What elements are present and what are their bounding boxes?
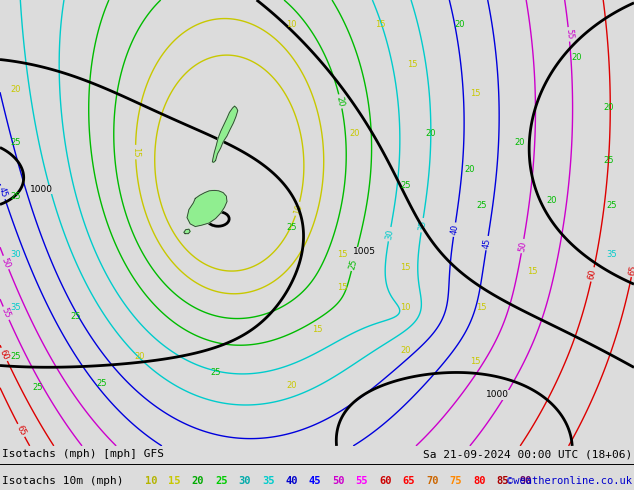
Text: 15: 15 bbox=[407, 60, 417, 69]
Text: 20: 20 bbox=[547, 196, 557, 205]
Text: 65: 65 bbox=[403, 476, 415, 487]
Text: 30: 30 bbox=[238, 476, 251, 487]
Text: 40: 40 bbox=[285, 476, 298, 487]
Text: 35: 35 bbox=[417, 219, 427, 231]
Text: 25: 25 bbox=[11, 138, 21, 147]
Text: 15: 15 bbox=[312, 325, 322, 335]
Text: 80: 80 bbox=[473, 476, 486, 487]
Text: 15: 15 bbox=[477, 303, 487, 312]
Text: 20: 20 bbox=[401, 345, 411, 355]
Text: 20: 20 bbox=[335, 96, 346, 107]
Text: 20: 20 bbox=[134, 352, 145, 361]
Text: 35: 35 bbox=[11, 303, 21, 312]
Text: 30: 30 bbox=[11, 250, 21, 259]
Text: 45: 45 bbox=[0, 186, 9, 199]
Text: 15: 15 bbox=[168, 476, 181, 487]
Text: 45: 45 bbox=[482, 237, 493, 249]
Text: 20: 20 bbox=[455, 20, 465, 29]
Text: 25: 25 bbox=[11, 192, 21, 201]
Text: 25: 25 bbox=[33, 384, 43, 392]
Text: 15: 15 bbox=[470, 357, 481, 366]
Text: 20: 20 bbox=[191, 476, 204, 487]
Text: 10: 10 bbox=[145, 476, 157, 487]
Text: 25: 25 bbox=[607, 200, 617, 210]
Text: 25: 25 bbox=[604, 156, 614, 165]
Text: 60: 60 bbox=[379, 476, 392, 487]
Text: 20: 20 bbox=[426, 129, 436, 138]
Text: Sa 21-09-2024 00:00 UTC (18+06): Sa 21-09-2024 00:00 UTC (18+06) bbox=[423, 449, 632, 460]
Text: 1000: 1000 bbox=[30, 185, 53, 194]
Text: Isotachs 10m (mph): Isotachs 10m (mph) bbox=[2, 476, 124, 487]
Text: 55: 55 bbox=[356, 476, 368, 487]
Text: 65: 65 bbox=[628, 264, 634, 276]
Text: 25: 25 bbox=[210, 368, 221, 377]
Text: 25: 25 bbox=[401, 180, 411, 190]
Text: 60: 60 bbox=[0, 348, 11, 361]
Text: 50: 50 bbox=[517, 240, 528, 252]
Text: 15: 15 bbox=[131, 147, 140, 157]
Polygon shape bbox=[212, 106, 238, 162]
Text: 25: 25 bbox=[477, 200, 487, 210]
Text: 20: 20 bbox=[515, 138, 525, 147]
Text: 20: 20 bbox=[464, 165, 474, 174]
Text: 60: 60 bbox=[587, 268, 598, 281]
Text: 25: 25 bbox=[215, 476, 228, 487]
Text: 55: 55 bbox=[564, 28, 574, 40]
Text: 30: 30 bbox=[384, 228, 395, 240]
Text: 35: 35 bbox=[607, 250, 617, 259]
Text: ©weatheronline.co.uk: ©weatheronline.co.uk bbox=[507, 476, 632, 487]
Text: 75: 75 bbox=[450, 476, 462, 487]
Text: 25: 25 bbox=[287, 223, 297, 232]
Text: 10: 10 bbox=[401, 303, 411, 312]
Text: 15: 15 bbox=[337, 283, 347, 292]
Polygon shape bbox=[187, 191, 227, 226]
Text: 20: 20 bbox=[350, 129, 360, 138]
Text: 45: 45 bbox=[309, 476, 321, 487]
Text: 1005: 1005 bbox=[353, 247, 376, 256]
Text: 20: 20 bbox=[11, 85, 21, 94]
Text: 50: 50 bbox=[0, 256, 12, 269]
Text: 25: 25 bbox=[71, 312, 81, 321]
Text: 35: 35 bbox=[262, 476, 275, 487]
Text: 15: 15 bbox=[375, 20, 385, 29]
Text: 10: 10 bbox=[292, 202, 304, 215]
Text: 15: 15 bbox=[527, 268, 538, 276]
Text: 90: 90 bbox=[520, 476, 533, 487]
Text: 1000: 1000 bbox=[486, 390, 509, 399]
Text: 85: 85 bbox=[496, 476, 509, 487]
Text: 15: 15 bbox=[401, 263, 411, 272]
Text: 20: 20 bbox=[287, 381, 297, 390]
Text: 50: 50 bbox=[332, 476, 345, 487]
Text: 25: 25 bbox=[96, 379, 107, 388]
Text: 20: 20 bbox=[572, 53, 582, 62]
Text: 20: 20 bbox=[604, 102, 614, 112]
Text: Isotachs (mph) [mph] GFS: Isotachs (mph) [mph] GFS bbox=[2, 449, 164, 460]
Text: 10: 10 bbox=[287, 20, 297, 29]
Text: 25: 25 bbox=[347, 258, 359, 270]
Polygon shape bbox=[184, 229, 190, 234]
Text: 40: 40 bbox=[450, 224, 460, 236]
Text: 55: 55 bbox=[0, 307, 12, 320]
Text: 65: 65 bbox=[15, 423, 28, 437]
Text: 70: 70 bbox=[426, 476, 439, 487]
Text: 15: 15 bbox=[470, 89, 481, 98]
Text: 25: 25 bbox=[11, 352, 21, 361]
Text: 15: 15 bbox=[337, 250, 347, 259]
